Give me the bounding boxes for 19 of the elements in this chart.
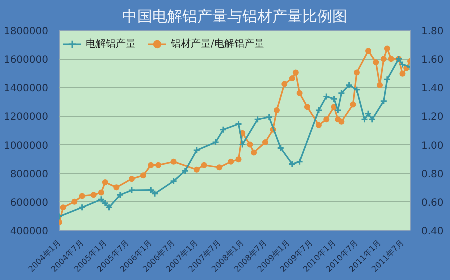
y-tick-label: 600000 bbox=[10, 198, 49, 209]
y-tick-label: 1200000 bbox=[4, 112, 49, 124]
y-tick-label: 1400000 bbox=[4, 84, 49, 95]
y2-tick-label: 0.60 bbox=[422, 198, 444, 209]
y2-tick-label: 1.20 bbox=[422, 112, 444, 124]
y2-tick-label: 1.60 bbox=[422, 55, 444, 66]
legend-label: 铝材产量/电解铝产量 bbox=[171, 38, 264, 51]
y2-tick-label: 1.40 bbox=[422, 84, 444, 95]
y2-tick-label: 0.80 bbox=[422, 169, 444, 180]
y2-tick-label: 1.00 bbox=[422, 140, 444, 152]
y-tick-label: 1600000 bbox=[4, 55, 49, 66]
y-tick-label: 1800000 bbox=[4, 26, 49, 38]
chart-title: 中国电解铝产量与铝材产量比例图 bbox=[122, 8, 348, 26]
legend-label: 电解铝产量 bbox=[86, 38, 136, 51]
y-tick-label: 400000 bbox=[10, 226, 49, 238]
y2-tick-label: 1.80 bbox=[422, 26, 444, 38]
y-tick-label: 1000000 bbox=[4, 140, 49, 152]
y-tick-label: 800000 bbox=[10, 169, 49, 180]
y2-tick-label: 0.40 bbox=[422, 226, 444, 238]
